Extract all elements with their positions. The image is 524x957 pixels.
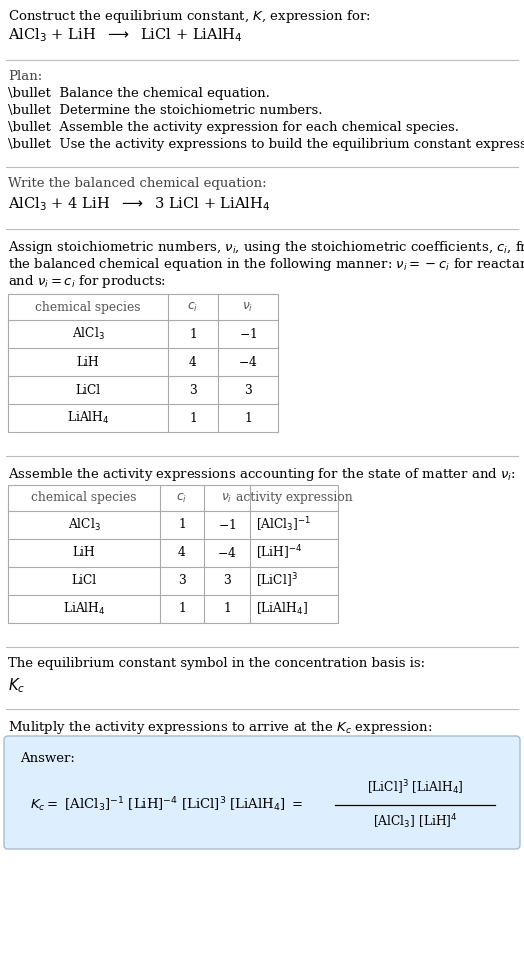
Text: AlCl$_3$ + 4 LiH  $\longrightarrow$  3 LiCl + LiAlH$_4$: AlCl$_3$ + 4 LiH $\longrightarrow$ 3 LiC… <box>8 195 270 212</box>
Text: and $\nu_i = c_i$ for products:: and $\nu_i = c_i$ for products: <box>8 273 166 290</box>
Text: 1: 1 <box>244 412 252 425</box>
Text: Assign stoichiometric numbers, $\nu_i$, using the stoichiometric coefficients, $: Assign stoichiometric numbers, $\nu_i$, … <box>8 239 524 256</box>
Text: $-$1: $-$1 <box>239 327 257 341</box>
Text: Construct the equilibrium constant, $K$, expression for:: Construct the equilibrium constant, $K$,… <box>8 8 370 25</box>
Text: $K_c = $ [AlCl$_3$]$^{-1}$ [LiH]$^{-4}$ [LiCl]$^3$ [LiAlH$_4$] $=$: $K_c = $ [AlCl$_3$]$^{-1}$ [LiH]$^{-4}$ … <box>30 795 303 814</box>
Text: \bullet  Balance the chemical equation.: \bullet Balance the chemical equation. <box>8 87 270 100</box>
Text: AlCl$_3$ + LiH  $\longrightarrow$  LiCl + LiAlH$_4$: AlCl$_3$ + LiH $\longrightarrow$ LiCl + … <box>8 26 243 44</box>
Text: $c_i$: $c_i$ <box>188 300 199 314</box>
Text: LiAlH$_4$: LiAlH$_4$ <box>63 601 105 617</box>
Bar <box>8 294 278 432</box>
Text: [LiCl]$^3$: [LiCl]$^3$ <box>256 572 298 590</box>
FancyBboxPatch shape <box>4 736 520 849</box>
Text: $c_i$: $c_i$ <box>177 492 188 504</box>
Text: 1: 1 <box>178 603 186 615</box>
Text: 3: 3 <box>244 384 252 396</box>
Text: AlCl$_3$: AlCl$_3$ <box>68 517 101 533</box>
Text: AlCl$_3$: AlCl$_3$ <box>72 326 104 342</box>
Text: 1: 1 <box>189 327 197 341</box>
Text: Plan:: Plan: <box>8 70 42 83</box>
Text: LiH: LiH <box>77 355 100 368</box>
Text: 3: 3 <box>178 574 186 588</box>
Text: the balanced chemical equation in the following manner: $\nu_i = -c_i$ for react: the balanced chemical equation in the fo… <box>8 256 524 273</box>
Text: $-$4: $-$4 <box>238 355 258 369</box>
Text: LiCl: LiCl <box>71 574 96 588</box>
Text: $\nu_i$: $\nu_i$ <box>243 300 254 314</box>
Text: LiAlH$_4$: LiAlH$_4$ <box>67 410 110 426</box>
Text: \bullet  Determine the stoichiometric numbers.: \bullet Determine the stoichiometric num… <box>8 104 322 117</box>
Text: Assemble the activity expressions accounting for the state of matter and $\nu_i$: Assemble the activity expressions accoun… <box>8 466 516 483</box>
Text: [LiAlH$_4$]: [LiAlH$_4$] <box>256 601 308 617</box>
Text: activity expression: activity expression <box>236 492 352 504</box>
Text: 1: 1 <box>189 412 197 425</box>
Text: 3: 3 <box>223 574 231 588</box>
Text: 4: 4 <box>178 546 186 560</box>
Text: 1: 1 <box>178 519 186 531</box>
Text: Mulitply the activity expressions to arrive at the $K_c$ expression:: Mulitply the activity expressions to arr… <box>8 719 432 736</box>
Text: 3: 3 <box>189 384 197 396</box>
Text: $K_c$: $K_c$ <box>8 676 25 695</box>
Text: \bullet  Assemble the activity expression for each chemical species.: \bullet Assemble the activity expression… <box>8 121 459 134</box>
Text: Write the balanced chemical equation:: Write the balanced chemical equation: <box>8 177 267 190</box>
Text: Answer:: Answer: <box>20 752 75 765</box>
Text: $\nu_i$: $\nu_i$ <box>222 492 233 504</box>
Text: \bullet  Use the activity expressions to build the equilibrium constant expressi: \bullet Use the activity expressions to … <box>8 138 524 151</box>
Text: LiCl: LiCl <box>75 384 101 396</box>
Text: [LiH]$^{-4}$: [LiH]$^{-4}$ <box>256 544 302 562</box>
Text: chemical species: chemical species <box>31 492 137 504</box>
Text: [LiCl]$^3$ [LiAlH$_4$]: [LiCl]$^3$ [LiAlH$_4$] <box>367 779 463 797</box>
Text: $-$1: $-$1 <box>218 518 236 532</box>
Text: LiH: LiH <box>73 546 95 560</box>
Text: [AlCl$_3$]$^{-1}$: [AlCl$_3$]$^{-1}$ <box>256 516 311 534</box>
Bar <box>8 485 338 623</box>
Text: [AlCl$_3$] [LiH]$^4$: [AlCl$_3$] [LiH]$^4$ <box>373 812 457 832</box>
Text: The equilibrium constant symbol in the concentration basis is:: The equilibrium constant symbol in the c… <box>8 657 425 670</box>
Text: chemical species: chemical species <box>35 300 141 314</box>
Text: $-$4: $-$4 <box>217 546 237 560</box>
Text: 1: 1 <box>223 603 231 615</box>
Text: 4: 4 <box>189 355 197 368</box>
